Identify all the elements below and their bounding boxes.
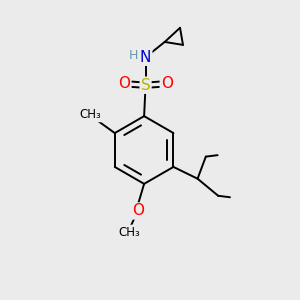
- Text: O: O: [161, 76, 173, 91]
- Text: S: S: [141, 78, 151, 93]
- Text: H: H: [128, 49, 138, 62]
- Text: CH₃: CH₃: [80, 108, 101, 121]
- Text: CH₃: CH₃: [118, 226, 140, 239]
- Text: O: O: [118, 76, 130, 91]
- Text: O: O: [132, 203, 144, 218]
- Text: N: N: [140, 50, 151, 65]
